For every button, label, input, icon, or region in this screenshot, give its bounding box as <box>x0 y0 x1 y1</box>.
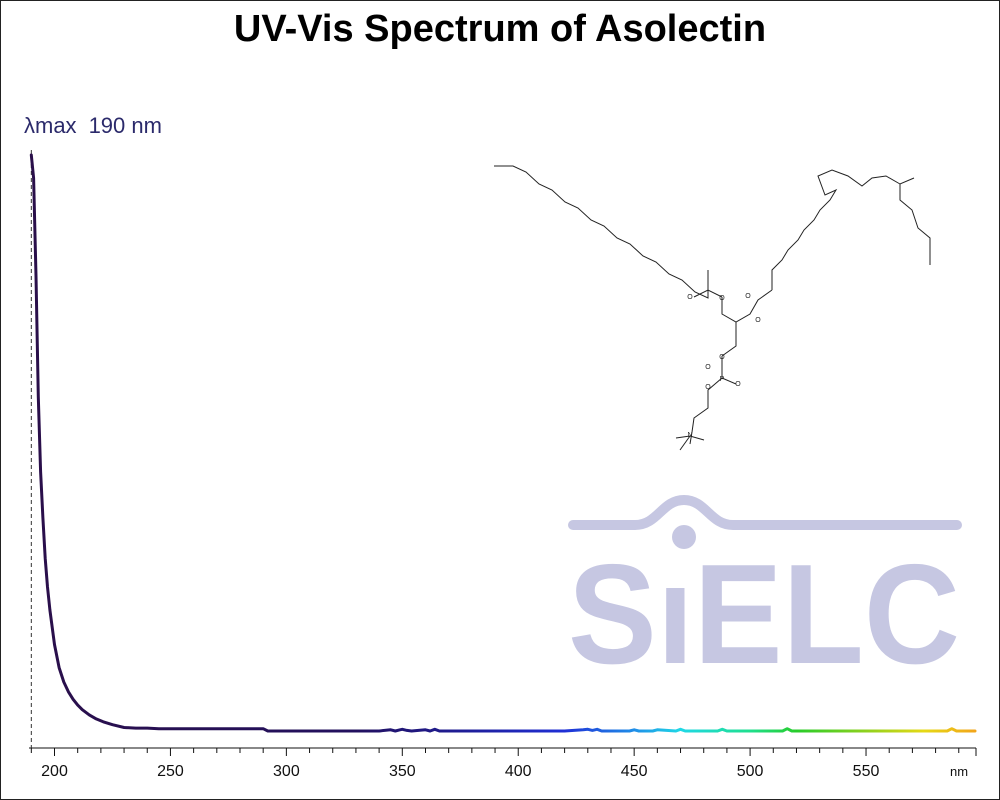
x-tick-label-350: 350 <box>389 763 416 780</box>
spectrum-line <box>29 153 977 733</box>
structure-ester-left <box>693 289 723 298</box>
watermark-text: SıELC <box>568 535 960 694</box>
structure-chain-left <box>494 165 709 299</box>
lambda-max-value: 190 nm <box>88 113 162 138</box>
chart-title: UV-Vis Spectrum of Asolectin <box>233 8 767 50</box>
structure-atom-label: O <box>705 384 711 391</box>
lambda-max-label: λmax <box>24 113 77 138</box>
structure-atom-label: O <box>687 294 693 301</box>
x-tick-label-200: 200 <box>41 763 68 780</box>
x-tick-label-400: 400 <box>505 763 532 780</box>
lambda-max-annotation: λmax 190 nm <box>24 113 162 139</box>
structure-chain-right-tail <box>899 184 931 265</box>
watermark-i-dot <box>672 525 696 549</box>
structure-glycerol <box>721 289 773 323</box>
structure-chain-right <box>771 169 915 290</box>
watermark-swoosh <box>568 494 962 530</box>
x-tick-label-300: 300 <box>273 763 300 780</box>
asolectin-structure-drawing <box>494 165 931 451</box>
structure-atom-label: N <box>687 432 692 439</box>
x-axis-tick-labels: 200 250 300 350 400 450 500 550 <box>41 763 879 780</box>
x-tick-label-250: 250 <box>157 763 184 780</box>
structure-ammonium-2 <box>679 435 691 451</box>
x-tick-label-550: 550 <box>853 763 880 780</box>
x-tick-label-500: 500 <box>737 763 764 780</box>
structure-choline <box>689 377 723 445</box>
x-axis-ticks <box>30 748 977 756</box>
structure-atom-label: O <box>745 293 751 300</box>
x-tick-label-450: 450 <box>621 763 648 780</box>
structure-glycerol-down <box>721 322 737 357</box>
structure-atom-label: O <box>735 381 741 388</box>
x-axis-unit-label: nm <box>950 764 968 779</box>
asolectin-structure-atom-labels: O O O O O P O O O N <box>687 293 761 439</box>
structure-atom-label: O <box>719 295 725 302</box>
structure-atom-label: P <box>720 376 725 383</box>
structure-atom-label: O <box>705 364 711 371</box>
sielc-watermark: SıELC <box>568 494 962 694</box>
structure-atom-label: O <box>755 317 761 324</box>
structure-atom-label: O <box>719 354 725 361</box>
